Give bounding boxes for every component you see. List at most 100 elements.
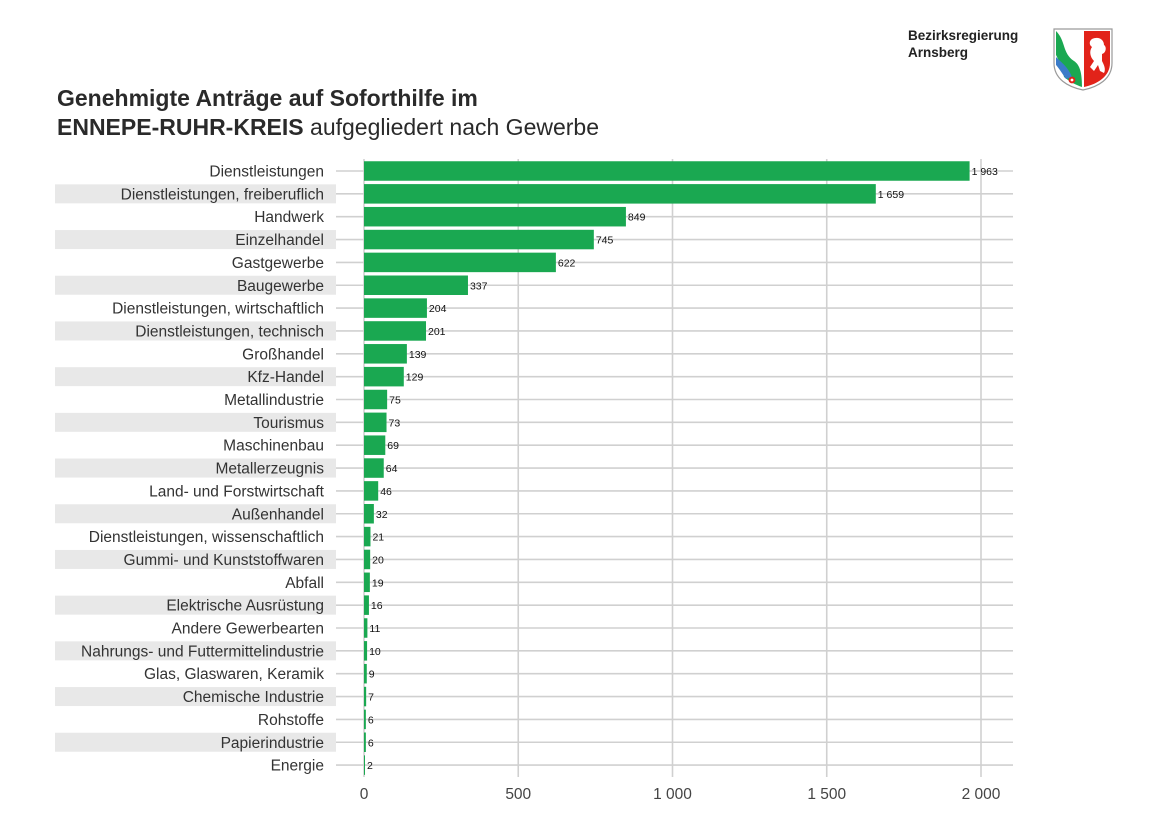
data-label: 201 — [428, 326, 446, 338]
x-tick-label: 2 000 — [962, 786, 1001, 803]
row-stripe — [55, 321, 336, 341]
category-label: Glas, Glaswaren, Keramik — [144, 666, 324, 683]
bar — [364, 275, 468, 295]
category-label: Abfall — [285, 575, 324, 592]
category-label: Dienstleistungen, freiberuflich — [121, 186, 324, 203]
category-label: Dienstleistungen, technisch — [135, 323, 324, 340]
category-label: Handwerk — [254, 209, 324, 226]
organization-name: Bezirksregierung Arnsberg — [908, 27, 1018, 61]
data-label: 204 — [429, 303, 447, 315]
chart-title-line-2: ENNEPE-RUHR-KREIS aufgegliedert nach Gew… — [57, 113, 599, 142]
bar — [364, 366, 404, 387]
row-stripe — [55, 504, 336, 524]
data-label: 10 — [369, 646, 381, 658]
data-label: 11 — [369, 623, 380, 635]
row-stripe — [55, 641, 336, 661]
row-stripe — [55, 732, 336, 752]
bar — [364, 435, 386, 455]
data-label: 46 — [380, 486, 392, 498]
data-label: 622 — [558, 257, 576, 269]
data-label: 32 — [376, 509, 388, 521]
row-stripe — [55, 230, 336, 250]
bar — [364, 412, 387, 433]
data-label: 849 — [628, 212, 646, 224]
data-label: 1 963 — [972, 166, 998, 178]
data-label: 129 — [406, 372, 424, 384]
bar — [364, 618, 368, 638]
organization-line-2: Arnsberg — [908, 45, 969, 60]
data-label: 19 — [372, 577, 384, 589]
row-stripe — [55, 458, 336, 478]
bar — [364, 663, 367, 684]
data-label: 9 — [369, 669, 375, 681]
category-label: Elektrische Ausrüstung — [166, 598, 324, 615]
x-tick-label: 0 — [360, 786, 369, 803]
data-label: 73 — [389, 417, 401, 429]
data-label: 64 — [386, 463, 398, 475]
header: Bezirksregierung Arnsberg Genehmigte Ant… — [0, 0, 1167, 150]
category-label: Rohstoffe — [258, 712, 324, 729]
bar — [364, 504, 374, 524]
category-label: Baugewerbe — [237, 278, 324, 295]
row-stripe — [55, 549, 336, 569]
x-tick-label: 500 — [505, 786, 531, 803]
row-stripe — [55, 687, 336, 707]
data-label: 7 — [368, 692, 374, 704]
bar — [364, 481, 379, 501]
row-stripe — [55, 275, 336, 295]
category-label: Metallindustrie — [224, 392, 324, 409]
bar — [364, 458, 384, 478]
data-label: 337 — [470, 280, 488, 292]
category-label: Dienstleistungen — [209, 164, 324, 181]
data-label: 1 659 — [878, 189, 904, 201]
data-label: 2 — [367, 760, 373, 772]
row-stripe — [55, 367, 336, 387]
data-label: 20 — [372, 554, 384, 566]
data-label: 69 — [387, 440, 399, 452]
x-tick-label: 1 000 — [653, 786, 692, 803]
bar — [364, 389, 388, 410]
bar — [364, 549, 371, 570]
category-label: Gummi- und Kunststoffwaren — [124, 552, 324, 569]
chart-title-region: ENNEPE-RUHR-KREIS — [57, 114, 304, 140]
x-tick-label: 1 500 — [807, 786, 846, 803]
bar — [364, 526, 371, 547]
bar — [364, 298, 427, 318]
category-label: Gastgewerbe — [232, 255, 324, 272]
chart-title: Genehmigte Anträge auf Soforthilfe im EN… — [57, 84, 599, 142]
category-label: Chemische Industrie — [183, 689, 324, 706]
bar — [364, 344, 407, 364]
bar — [364, 229, 594, 250]
category-label: Maschinenbau — [223, 438, 324, 455]
row-stripe — [55, 595, 336, 615]
bar — [364, 252, 556, 273]
bar — [364, 755, 365, 775]
organization-line-1: Bezirksregierung — [908, 28, 1019, 43]
bar — [364, 321, 427, 341]
bar — [364, 572, 370, 593]
nrw-coat-of-arms-logo — [1053, 28, 1113, 91]
bar — [364, 641, 368, 661]
category-label: Außenhandel — [232, 506, 324, 523]
category-label: Nahrungs- und Futtermittelindustrie — [81, 643, 324, 660]
bar — [364, 686, 367, 707]
data-label: 16 — [371, 600, 383, 612]
category-label: Papierindustrie — [221, 735, 324, 752]
bar — [364, 709, 366, 730]
data-label: 745 — [596, 235, 614, 247]
chart-title-rest: aufgegliedert nach Gewerbe — [303, 114, 600, 140]
category-label: Land- und Forstwirtschaft — [149, 483, 325, 500]
data-label: 21 — [372, 532, 384, 544]
data-label: 75 — [389, 395, 401, 407]
bar — [364, 732, 366, 752]
data-label: 6 — [368, 714, 374, 726]
bar — [364, 184, 876, 204]
category-label: Dienstleistungen, wissenschaftlich — [89, 529, 324, 546]
category-label: Großhandel — [242, 346, 324, 363]
category-label: Tourismus — [253, 415, 324, 432]
bar — [364, 206, 626, 227]
category-label: Dienstleistungen, wirtschaftlich — [112, 301, 324, 318]
category-label: Kfz-Handel — [247, 369, 324, 386]
category-label: Einzelhandel — [235, 232, 324, 249]
